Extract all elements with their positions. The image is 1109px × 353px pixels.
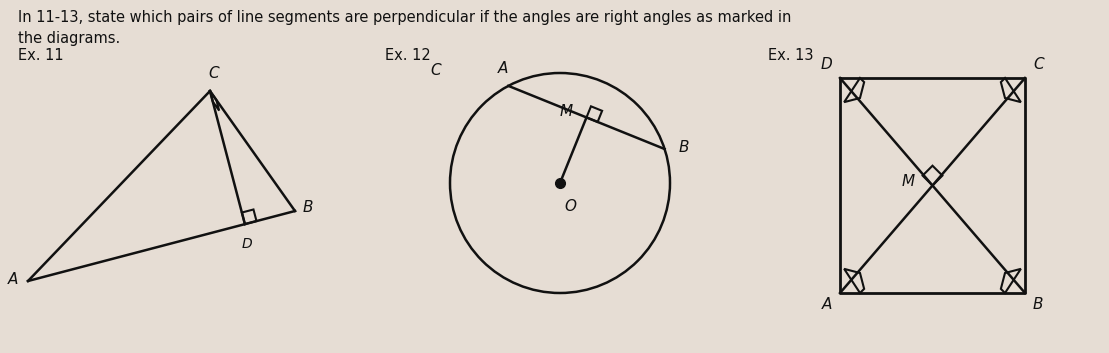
Text: B: B — [679, 139, 689, 155]
Text: B: B — [303, 201, 314, 215]
Text: A: A — [822, 297, 832, 312]
Text: C: C — [1032, 57, 1044, 72]
Text: Ex. 13: Ex. 13 — [769, 48, 814, 63]
Text: the diagrams.: the diagrams. — [18, 31, 120, 46]
Text: D: D — [242, 237, 252, 251]
Text: M: M — [902, 174, 915, 189]
Text: B: B — [1032, 297, 1044, 312]
Text: C: C — [430, 63, 440, 78]
Text: A: A — [8, 271, 18, 287]
Text: Ex. 11: Ex. 11 — [18, 48, 63, 63]
Text: In 11-13, state which pairs of line segments are perpendicular if the angles are: In 11-13, state which pairs of line segm… — [18, 10, 792, 25]
Text: M: M — [559, 104, 572, 119]
Text: O: O — [564, 199, 576, 214]
Text: D: D — [821, 57, 832, 72]
Text: A: A — [498, 61, 509, 76]
Text: Ex. 12: Ex. 12 — [385, 48, 430, 63]
Text: C: C — [208, 66, 220, 81]
